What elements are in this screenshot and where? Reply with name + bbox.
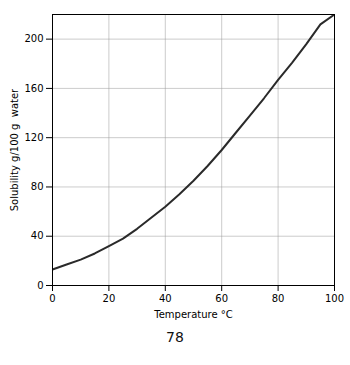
svg-text:160: 160 [24, 83, 43, 94]
svg-text:100: 100 [325, 293, 344, 304]
svg-text:60: 60 [215, 293, 228, 304]
svg-text:Solubility g/100 g water: Solubility g/100 g water [9, 88, 20, 211]
svg-text:40: 40 [31, 230, 44, 241]
svg-text:80: 80 [272, 293, 285, 304]
svg-text:200: 200 [24, 33, 43, 44]
svg-text:20: 20 [103, 293, 116, 304]
svg-text:40: 40 [159, 293, 172, 304]
svg-text:Temperature °C: Temperature °C [153, 309, 233, 320]
svg-text:0: 0 [49, 293, 55, 304]
svg-text:80: 80 [31, 181, 44, 192]
svg-text:0: 0 [37, 280, 43, 291]
html-text:78: 78 [166, 329, 184, 345]
svg-text:120: 120 [24, 132, 43, 143]
